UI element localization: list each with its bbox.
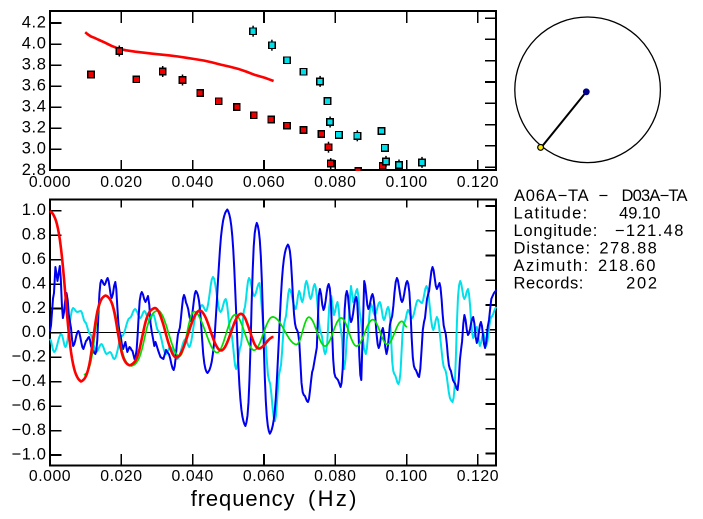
svg-text:3.6: 3.6 bbox=[22, 77, 47, 95]
svg-text:0.040: 0.040 bbox=[172, 174, 214, 191]
svg-text:0.2: 0.2 bbox=[22, 299, 47, 317]
svg-text:−: − bbox=[599, 187, 609, 205]
svg-text:0.120: 0.120 bbox=[457, 468, 499, 485]
svg-text:Latitude:: Latitude: bbox=[514, 204, 589, 222]
svg-text:49.10: 49.10 bbox=[619, 204, 660, 222]
svg-text:2.8: 2.8 bbox=[22, 161, 47, 179]
svg-text:0.060: 0.060 bbox=[243, 468, 285, 485]
svg-text:0.0: 0.0 bbox=[22, 323, 47, 341]
svg-text:−0.8: −0.8 bbox=[12, 421, 47, 439]
svg-text:3.0: 3.0 bbox=[22, 140, 47, 158]
svg-text:4.0: 4.0 bbox=[22, 34, 47, 52]
svg-text:3.2: 3.2 bbox=[22, 119, 47, 137]
svg-text:Azimuth:: Azimuth: bbox=[514, 257, 590, 275]
svg-text:0.000: 0.000 bbox=[29, 468, 71, 485]
svg-text:0.060: 0.060 bbox=[243, 174, 285, 191]
svg-text:0.000: 0.000 bbox=[29, 174, 71, 191]
svg-text:0.8: 0.8 bbox=[22, 226, 47, 244]
svg-text:218.60: 218.60 bbox=[598, 257, 657, 275]
svg-text:−0.4: −0.4 bbox=[12, 372, 47, 390]
svg-text:0.100: 0.100 bbox=[385, 468, 427, 485]
svg-text:−121.48: −121.48 bbox=[615, 222, 685, 240]
svg-text:3.4: 3.4 bbox=[22, 98, 47, 116]
svg-text:Longitude:: Longitude: bbox=[514, 222, 599, 240]
svg-text:4.2: 4.2 bbox=[22, 13, 47, 31]
svg-text:202: 202 bbox=[626, 275, 659, 293]
svg-text:D03A−TA: D03A−TA bbox=[622, 187, 688, 205]
svg-text:frequency: frequency bbox=[191, 486, 296, 511]
svg-text:0.6: 0.6 bbox=[22, 250, 47, 268]
svg-text:278.88: 278.88 bbox=[599, 239, 658, 257]
svg-text:−1.0: −1.0 bbox=[12, 445, 47, 463]
svg-text:0.080: 0.080 bbox=[314, 174, 356, 191]
svg-text:A06A−TA: A06A−TA bbox=[514, 187, 589, 205]
svg-text:Distance:: Distance: bbox=[514, 239, 592, 257]
svg-text:0.020: 0.020 bbox=[100, 174, 142, 191]
svg-text:−0.2: −0.2 bbox=[12, 348, 47, 366]
svg-text:3.8: 3.8 bbox=[22, 55, 47, 73]
svg-text:0.040: 0.040 bbox=[172, 468, 214, 485]
svg-text:0.020: 0.020 bbox=[100, 468, 142, 485]
svg-text:Records:: Records: bbox=[514, 275, 584, 293]
svg-text:(Hz): (Hz) bbox=[308, 486, 359, 511]
svg-text:0.100: 0.100 bbox=[385, 174, 427, 191]
svg-text:0.080: 0.080 bbox=[314, 468, 356, 485]
svg-text:0.120: 0.120 bbox=[457, 174, 499, 191]
svg-text:−0.6: −0.6 bbox=[12, 397, 47, 415]
svg-text:1.0: 1.0 bbox=[22, 201, 47, 219]
svg-text:0.4: 0.4 bbox=[22, 274, 47, 292]
